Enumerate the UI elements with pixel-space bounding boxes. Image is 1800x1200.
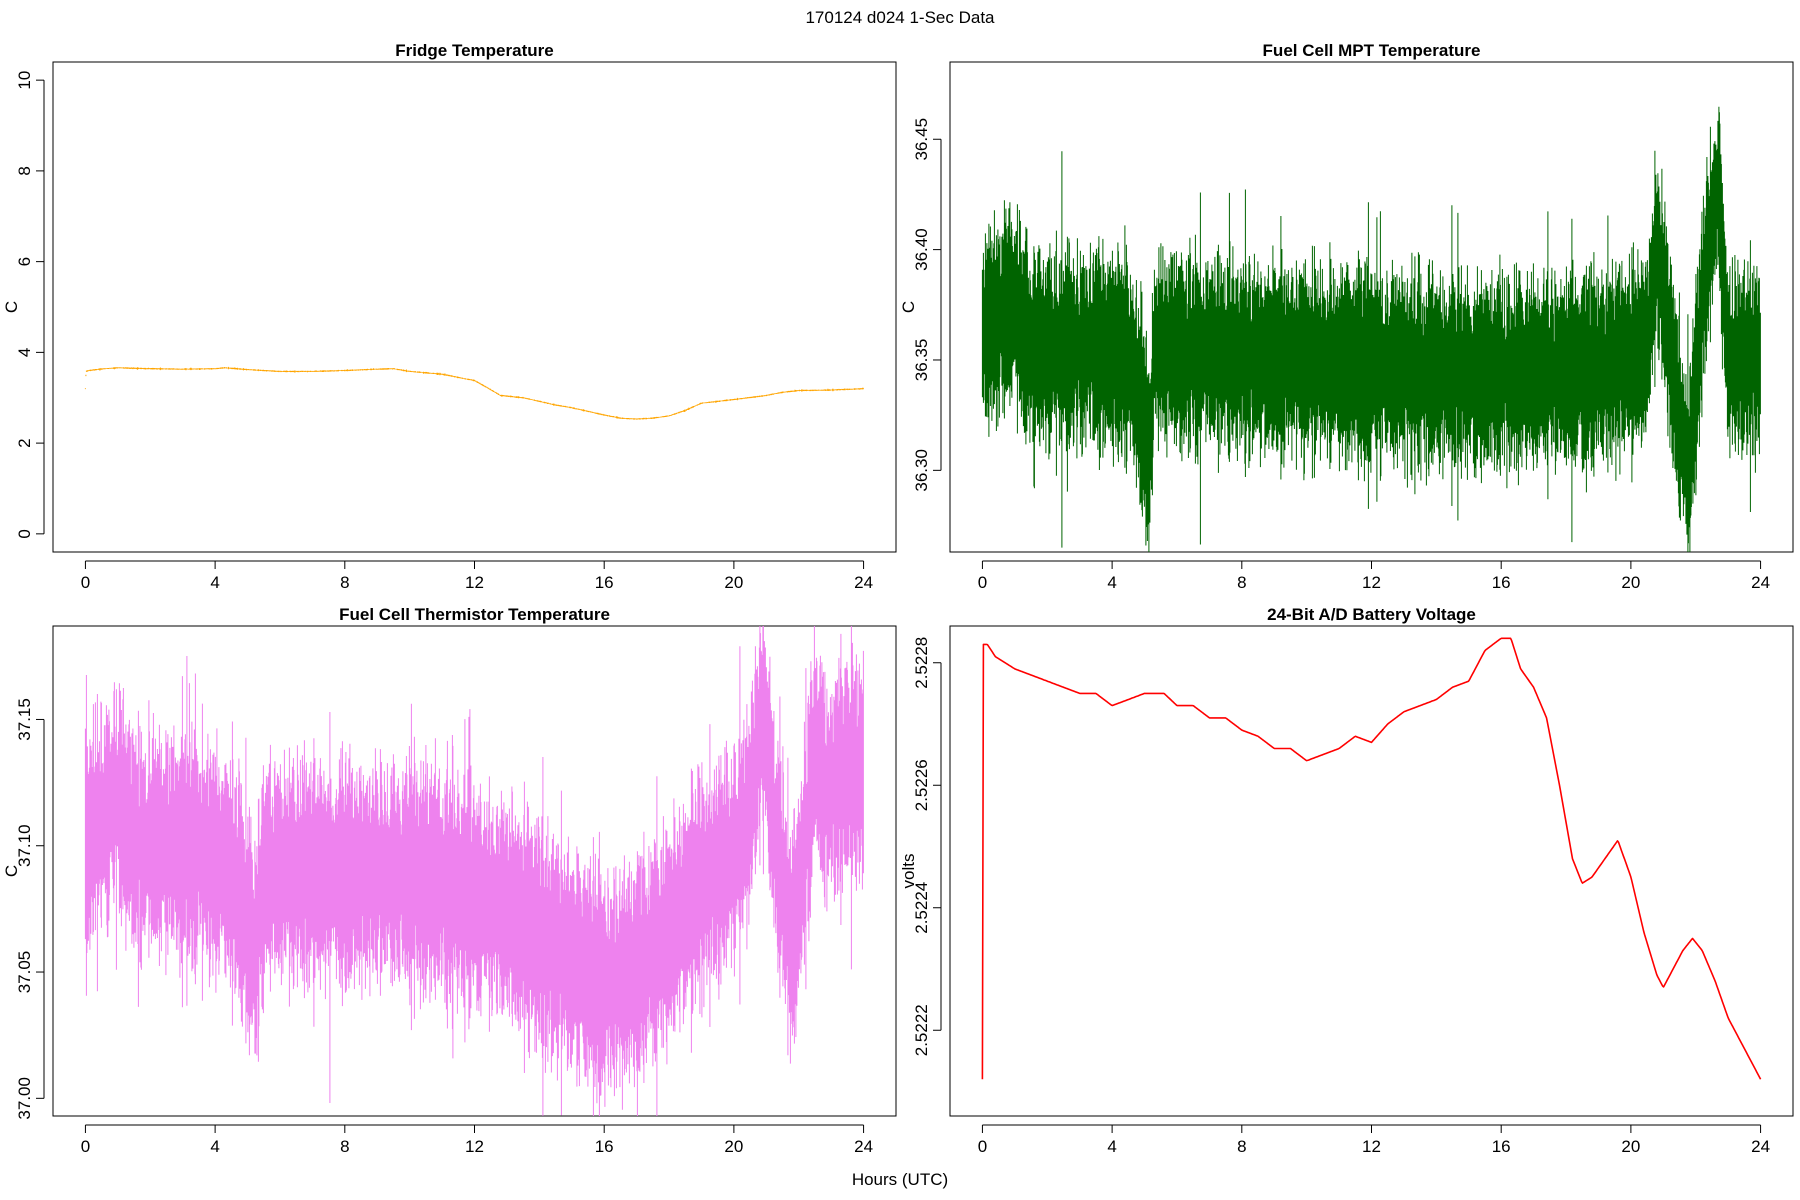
x-tick-label: 4 [210,573,219,592]
y-tick-label: 2.5224 [912,882,931,934]
x-tick-label: 0 [978,573,987,592]
x-tick-label: 16 [1492,573,1511,592]
y-tick-label: 2.5222 [912,1004,931,1056]
panel-title: 24-Bit A/D Battery Voltage [1267,605,1476,624]
y-axis-label: C [2,865,21,877]
x-tick-label: 8 [1237,1137,1246,1156]
y-tick-label: 0 [15,529,34,538]
x-tick-label: 16 [595,573,614,592]
y-tick-label: 2 [15,438,34,447]
y-tick-label: 2.5226 [912,759,931,811]
x-tick-label: 8 [340,573,349,592]
y-tick-label: 8 [15,166,34,175]
x-tick-label: 24 [1751,573,1770,592]
plot-frame [949,61,1794,553]
x-tick-label: 12 [1362,573,1381,592]
x-tick-label: 0 [978,1137,987,1156]
y-tick-label: 36.45 [912,118,931,161]
y-tick-label: 37.05 [15,951,34,994]
series-line [981,637,1762,1080]
y-tick-label: 37.15 [15,698,34,741]
y-axis-label: C [2,301,21,313]
chart-panel-3: Fuel Cell Thermistor Temperature C 0 4 8 12 16… [2,605,897,1156]
y-tick-label: 6 [15,257,34,266]
plot-frame [52,625,897,1117]
y-tick-label: 37.10 [15,824,34,867]
x-tick-label: 24 [854,573,873,592]
x-tick-label: 4 [1107,1137,1116,1156]
x-tick-label: 24 [854,1137,873,1156]
x-tick-label: 20 [1621,573,1640,592]
figure-title: 170124 d024 1-Sec Data [805,8,995,27]
x-tick-label: 20 [724,573,743,592]
panel-title: Fuel Cell Thermistor Temperature [339,605,610,624]
plot-frame [949,625,1794,1117]
y-tick-label: 36.30 [912,449,931,492]
y-tick-label: 4 [15,348,34,357]
y-tick-label: 37.00 [15,1077,34,1120]
x-tick-label: 20 [724,1137,743,1156]
plot-frame [52,61,897,553]
y-axis-label: C [899,301,918,313]
y-tick-label: 36.35 [912,339,931,382]
y-tick-label: 2.5228 [912,637,931,689]
series-line [981,106,1761,552]
x-axis-label: Hours (UTC) [852,1170,948,1189]
panel-title: Fuel Cell MPT Temperature [1263,41,1481,60]
x-tick-label: 12 [1362,1137,1381,1156]
x-tick-label: 8 [340,1137,349,1156]
x-tick-label: 12 [465,573,484,592]
x-tick-label: 0 [81,573,90,592]
y-tick-label: 10 [15,71,34,90]
x-tick-label: 16 [595,1137,614,1156]
panel-title: Fridge Temperature [395,41,553,60]
x-tick-label: 4 [1107,573,1116,592]
x-tick-label: 4 [210,1137,219,1156]
series-line [84,366,864,420]
chart-panel-2: Fuel Cell MPT Temperature C 0 4 8 12 16 20 24 36.… [899,41,1794,592]
x-tick-label: 0 [81,1137,90,1156]
y-tick-label: 36.40 [912,228,931,271]
x-tick-label: 24 [1751,1137,1770,1156]
x-tick-label: 16 [1492,1137,1511,1156]
y-axis-label: volts [899,854,918,889]
chart-panel-4: 24-Bit A/D Battery Voltage volts 0 4 8 12 16 20… [899,605,1794,1156]
x-tick-label: 20 [1621,1137,1640,1156]
x-tick-label: 12 [465,1137,484,1156]
x-tick-label: 8 [1237,573,1246,592]
series-line [84,626,864,1116]
